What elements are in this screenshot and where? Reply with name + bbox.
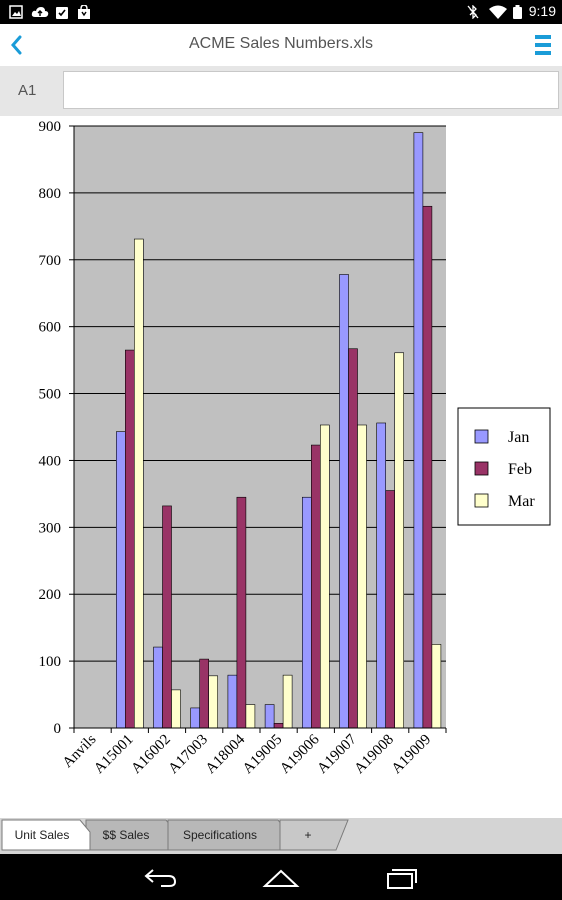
legend-swatch-feb (474, 461, 489, 476)
battery-icon (513, 5, 522, 19)
y-tick-label: 900 (39, 119, 62, 135)
back-nav-button[interactable] (143, 866, 179, 890)
page-title: ACME Sales Numbers.xls (188, 35, 374, 52)
sheet-tabs: $$ Sales Specifications + Unit Sales (0, 818, 562, 854)
x-tick-label: A16002 (128, 732, 173, 777)
bar-feb (236, 496, 247, 729)
bar-jan (376, 422, 387, 729)
formula-input[interactable] (63, 71, 559, 109)
tab-specifications[interactable]: Specifications (167, 819, 289, 851)
bar-feb (310, 444, 321, 729)
home-nav-button[interactable] (262, 866, 300, 890)
bar-feb (125, 349, 135, 729)
cloud-upload-icon (31, 7, 49, 17)
bar-feb (385, 490, 396, 729)
back-button[interactable] (4, 30, 32, 60)
bar-mar (282, 674, 293, 729)
x-tick-label: A18004 (203, 731, 249, 777)
shopping-bag-icon (78, 5, 90, 19)
clipboard-check-icon (56, 7, 68, 19)
bar-feb (162, 505, 172, 729)
y-tick-label: 200 (39, 587, 62, 603)
y-tick-label: 400 (39, 453, 62, 469)
bar-mar (134, 238, 144, 729)
tab-add-sheet[interactable]: + (279, 819, 349, 851)
bar-jan (116, 431, 126, 729)
bar-mar (357, 424, 367, 729)
tab-dollar-sales[interactable]: $$ Sales (85, 819, 177, 851)
legend-swatch-jan (474, 429, 489, 444)
chevron-left-icon (11, 35, 22, 55)
tab-unit-sales[interactable]: Unit Sales (1, 819, 91, 851)
y-tick-label: 800 (39, 186, 62, 202)
tab-specifications-label: Specifications (183, 828, 257, 842)
bar-feb (348, 348, 358, 729)
bar-mar (431, 644, 442, 729)
x-tick-label: A19005 (240, 732, 285, 777)
tab-unit-sales-label: Unit Sales (15, 828, 70, 842)
x-tick-label: A19008 (352, 732, 397, 777)
x-tick-label: A19007 (314, 731, 360, 777)
legend-label-mar: Mar (508, 493, 535, 510)
bar-mar (208, 675, 218, 729)
menu-button[interactable] (534, 32, 554, 58)
bar-mar (394, 352, 405, 729)
bar-jan (227, 674, 238, 729)
y-tick-label: 300 (39, 520, 62, 536)
bar-jan (264, 704, 275, 729)
bar-chart: 0100200300400500600700800900AnvilsA15001… (39, 119, 551, 777)
bar-mar (171, 689, 181, 729)
bar-mar (319, 424, 330, 729)
y-tick-label: 500 (39, 387, 62, 403)
back-arrow-icon (144, 869, 177, 887)
legend-label-jan: Jan (508, 429, 529, 446)
x-tick-label: A19006 (277, 731, 323, 777)
legend (457, 407, 551, 526)
bar-jan (153, 646, 163, 729)
home-icon (262, 869, 300, 887)
y-tick-label: 600 (39, 320, 62, 336)
tab-dollar-sales-label: $$ Sales (103, 828, 150, 842)
gallery-icon (9, 5, 23, 19)
bar-feb (422, 205, 433, 729)
bar-mar (245, 704, 256, 729)
y-tick-label: 100 (39, 654, 62, 670)
bar-feb (273, 723, 284, 729)
app-bar: ACME Sales Numbers.xls (0, 24, 562, 67)
cell-reference[interactable]: A1 (18, 82, 37, 99)
hamburger-menu-icon (535, 35, 551, 55)
recent-apps-icon (387, 869, 417, 889)
formula-bar: A1 (0, 66, 562, 116)
navigation-bar (0, 854, 562, 900)
bluetooth-off-icon (467, 5, 479, 19)
legend-label-feb: Feb (508, 461, 532, 478)
status-bar: 9:19 (0, 0, 562, 24)
x-tick-label: A17003 (166, 732, 211, 777)
legend-swatch-mar (474, 493, 489, 508)
chart-area: 0 100 200 300 400 500 600 700 800 900 Anvils A15001… (0, 116, 562, 818)
bar-feb (199, 658, 209, 729)
tab-add-sheet-label: + (304, 828, 311, 842)
y-tick-label: 0 (54, 721, 62, 737)
bar-jan (413, 132, 424, 729)
recents-nav-button[interactable] (384, 866, 420, 890)
x-tick-label: A15001 (91, 732, 136, 777)
wifi-icon (489, 5, 507, 19)
status-time: 9:19 (528, 3, 556, 19)
bar-jan (301, 496, 312, 729)
bar-jan (190, 707, 200, 729)
y-tick-label: 700 (39, 253, 62, 269)
bar-jan (339, 274, 349, 729)
x-tick-label: A19009 (389, 732, 434, 777)
